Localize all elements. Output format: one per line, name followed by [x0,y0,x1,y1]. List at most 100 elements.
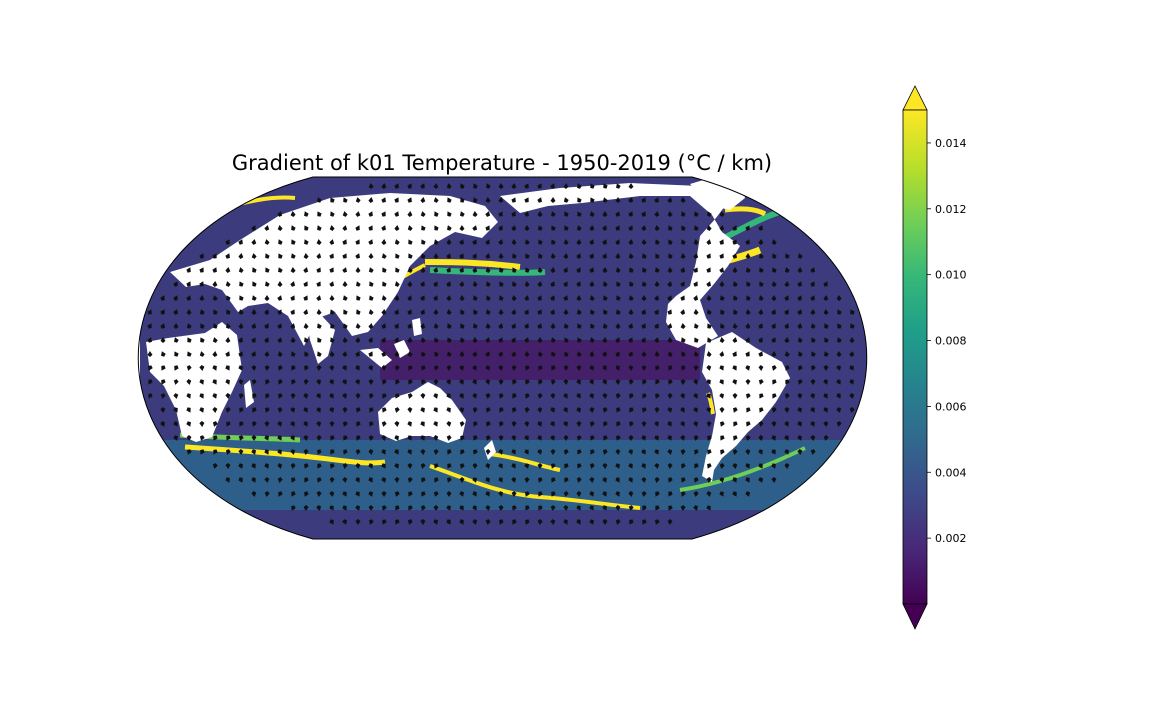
quiver-arrow [576,519,581,525]
quiver-arrow [629,267,634,273]
quiver-arrow [199,365,205,371]
quiver-arrow [225,351,230,357]
quiver-arrow [745,351,750,357]
quiver-arrow [291,239,296,245]
quiver-arrow [421,365,426,371]
quiver-arrow [759,393,764,399]
quiver-arrow [758,463,763,469]
quiver-arrow [589,365,594,371]
quiver-arrow [641,435,646,441]
quiver-arrow [551,365,556,371]
quiver-arrow [720,309,725,315]
quiver-arrow [460,183,465,189]
quiver-arrow [602,337,608,343]
quiver-arrow [355,211,361,217]
quiver-arrow [524,309,529,315]
indonesia-landmass [360,348,392,368]
quiver-arrow [641,477,647,483]
quiver-arrow [628,463,633,469]
quiver-arrow [849,365,854,371]
quiver-arrow [303,253,309,259]
quiver-arrow [212,463,218,469]
quiver-arrow [525,253,530,259]
quiver-arrow [316,407,321,413]
quiver-arrow [355,505,360,511]
quiver-arrow [173,323,179,329]
quiver-arrow [615,197,621,203]
quiver-arrow [615,239,620,245]
quiver-arrow [550,197,556,203]
quiver-arrow [628,323,633,329]
quiver-arrow [772,393,777,399]
quiver-arrow [264,239,270,245]
quiver-arrow [563,407,568,413]
quiver-arrow [732,267,738,273]
quiver-arrow [693,253,699,259]
quiver-arrow [576,225,582,231]
quiver-arrow [408,253,413,259]
quiver-arrow [615,393,621,399]
quiver-arrow [603,309,608,315]
quiver-arrow [615,491,620,497]
quiver-arrow [329,421,335,427]
quiver-arrow [212,379,217,385]
quiver-arrow [381,351,386,357]
quiver-arrow [381,225,386,231]
quiver-arrow [719,253,724,259]
quiver-arrow [304,337,309,343]
quiver-arrow [525,267,530,273]
quiver-arrow [538,239,543,245]
quiver-arrow [226,435,231,441]
quiver-arrow [160,309,165,315]
quiver-arrow [316,295,322,301]
quiver-arrow [849,407,855,413]
quiver-arrow [824,337,829,343]
quiver-arrow [433,253,439,259]
quiver-arrow [342,281,348,287]
quiver-arrow [278,365,283,371]
quiver-arrow [239,295,244,301]
quiver-arrow [447,323,452,329]
quiver-arrow [693,393,698,399]
quiver-arrow [368,253,374,259]
quiver-arrow [368,379,374,385]
quiver-arrow [615,225,620,231]
quiver-arrow [525,393,530,399]
quiver-arrow [199,309,205,315]
quiver-arrow [381,239,387,245]
quiver-arrow [434,211,439,217]
quiver-arrow [329,505,334,511]
quiver-arrow [394,463,399,469]
quiver-arrow [641,225,647,231]
quiver-arrow [212,365,217,371]
quiver-arrow [732,253,737,259]
quiver-arrow [499,421,504,427]
quiver-arrow [733,421,738,427]
quiver-arrow [563,379,569,385]
quiver-arrow [486,435,491,441]
quiver-arrow [238,365,243,371]
quiver-arrow [667,519,673,525]
quiver-arrow [797,309,802,315]
quiver-arrow [368,351,373,357]
quiver-arrow [238,267,244,273]
quiver-arrow [160,393,166,399]
quiver-arrow [473,323,478,329]
quiver-arrow [603,183,608,189]
quiver-arrow [447,211,452,217]
quiver-arrow [355,463,361,469]
quiver-arrow [278,267,283,273]
quiver-arrow [447,197,452,203]
quiver-arrow [498,225,503,231]
quiver-arrow [278,239,283,245]
quiver-arrow [278,393,283,399]
quiver-arrow [408,505,413,511]
quiver-arrow [615,323,621,329]
quiver-arrow [394,365,400,371]
quiver-arrow [485,267,491,273]
quiver-arrow [446,295,452,301]
quiver-arrow [550,393,556,399]
quiver-arrow [628,505,634,511]
quiver-arrow [772,253,777,259]
quiver-arrow [759,407,764,413]
